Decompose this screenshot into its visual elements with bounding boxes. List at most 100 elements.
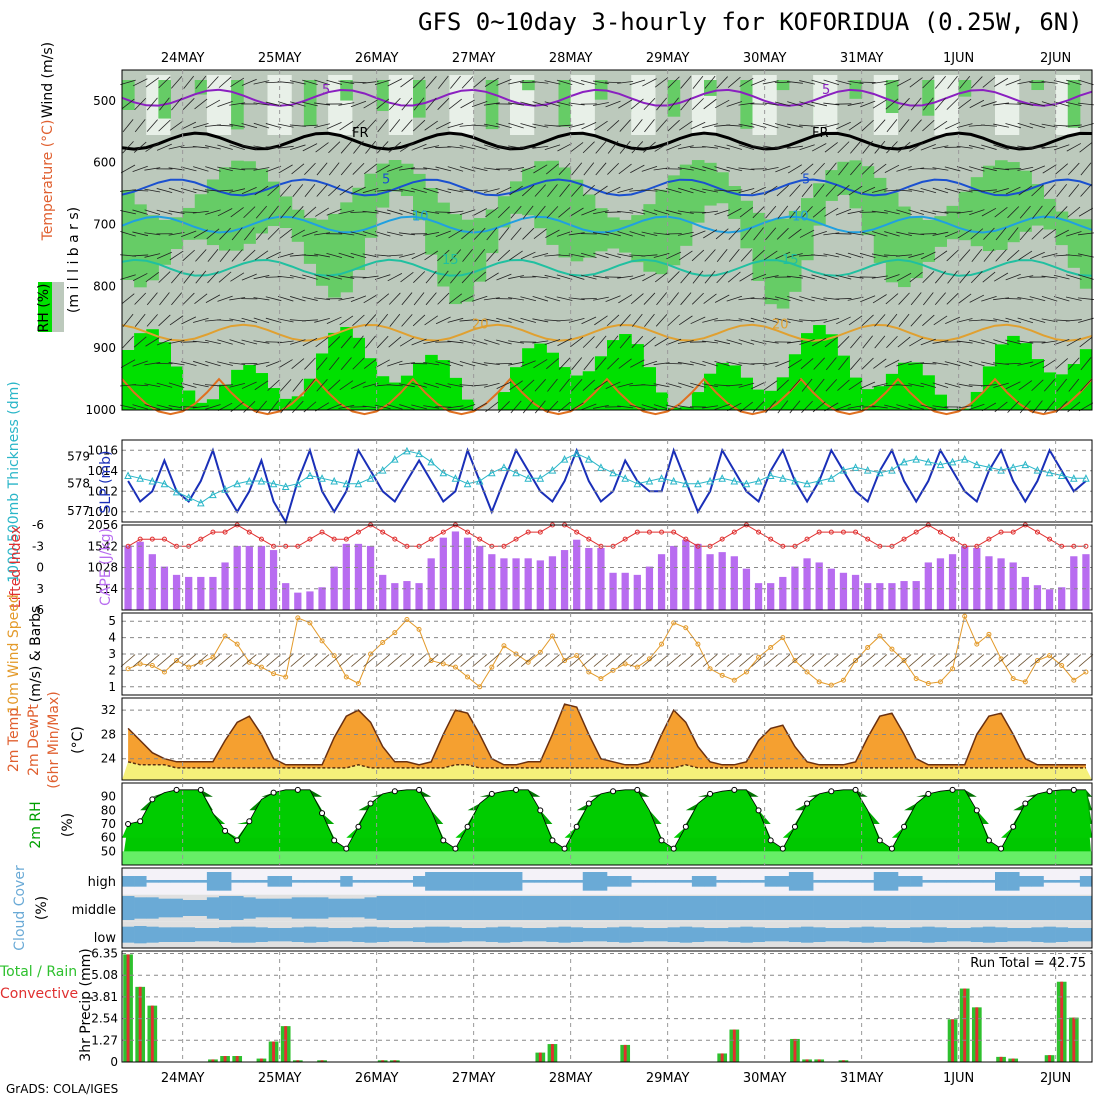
wind-barb bbox=[824, 207, 839, 217]
cloud-middle-bar bbox=[1067, 896, 1081, 920]
thickness-point bbox=[233, 479, 241, 488]
rh2m-point bbox=[658, 837, 665, 844]
rh-green-cell bbox=[1079, 349, 1093, 410]
cloud-low-bar bbox=[667, 927, 681, 942]
wind-barb bbox=[884, 164, 900, 174]
wind-barb bbox=[168, 145, 185, 150]
wind-barb bbox=[641, 254, 658, 257]
cloud-low-bar bbox=[546, 927, 559, 942]
wind10-point bbox=[465, 674, 471, 680]
cloud-middle-bar bbox=[813, 896, 826, 920]
cloud-high-bar bbox=[837, 880, 850, 883]
wind-barb bbox=[413, 97, 425, 111]
wind-barb bbox=[398, 232, 415, 236]
wind-barb bbox=[630, 98, 644, 110]
pressure-tick: 600 bbox=[93, 156, 116, 170]
wind-barb bbox=[799, 80, 815, 85]
wind-barb bbox=[459, 339, 476, 345]
wind-barb bbox=[765, 205, 777, 219]
cloud-middle-bar bbox=[437, 896, 450, 920]
wind-barb bbox=[789, 379, 801, 392]
wind-barb bbox=[423, 145, 440, 150]
wind-barb bbox=[254, 380, 269, 391]
wind-barb bbox=[156, 188, 173, 194]
cloud-high-bar bbox=[995, 872, 1008, 891]
precip-frame bbox=[121, 950, 1093, 1063]
precip-conv-bar bbox=[296, 1060, 300, 1062]
wind-barb bbox=[193, 166, 209, 172]
wind-barb bbox=[435, 316, 451, 325]
wind-barb bbox=[690, 187, 706, 194]
lifted-index-point bbox=[683, 536, 689, 542]
wind-barb bbox=[739, 272, 754, 282]
wind10-barb bbox=[727, 654, 742, 667]
isotherm-line bbox=[121, 258, 1093, 277]
wind-barb bbox=[726, 319, 743, 322]
wind-barb bbox=[352, 162, 365, 175]
cape-bar bbox=[1058, 587, 1066, 610]
wind-barb bbox=[786, 275, 803, 279]
wind-barb bbox=[568, 102, 585, 106]
wind-barb bbox=[920, 251, 936, 260]
wind-barb bbox=[1005, 362, 1022, 365]
wind-barb bbox=[799, 101, 815, 107]
rh2m-point bbox=[355, 823, 362, 830]
wind-barb bbox=[1017, 122, 1034, 129]
wind-barb bbox=[862, 335, 873, 349]
wind-barb bbox=[156, 251, 172, 260]
cloud-high-bar bbox=[558, 880, 571, 883]
cloud-middle-bar bbox=[922, 896, 935, 920]
wind-barb bbox=[692, 270, 704, 284]
cloud-low-bar bbox=[1031, 927, 1044, 942]
wind-barb bbox=[156, 382, 173, 388]
cape-bar bbox=[936, 558, 945, 610]
cloud-middle-bar bbox=[801, 896, 814, 920]
wind-barb bbox=[871, 80, 888, 84]
wind-barb bbox=[595, 162, 607, 176]
wind-barb bbox=[932, 145, 949, 150]
wind-barb bbox=[1017, 340, 1034, 344]
thickness-point bbox=[815, 476, 823, 485]
cloud-middle-bar bbox=[752, 896, 765, 920]
cape-bar bbox=[779, 576, 787, 610]
wind-barb bbox=[812, 206, 826, 218]
wind-barb bbox=[145, 337, 160, 347]
rh-mid-cell bbox=[764, 219, 778, 305]
wind-barb bbox=[171, 76, 183, 89]
wind-barb bbox=[825, 162, 837, 176]
wind-barb bbox=[144, 404, 161, 410]
wind-barb bbox=[777, 400, 789, 414]
cape-bar bbox=[512, 558, 520, 610]
wind-barb bbox=[983, 227, 995, 240]
cloud-high-bar bbox=[485, 872, 499, 891]
cape-bar bbox=[536, 560, 544, 610]
wind-barb bbox=[471, 144, 488, 150]
rh2m-point bbox=[1010, 823, 1017, 830]
wind-barb bbox=[425, 97, 437, 111]
wind-barb bbox=[520, 251, 536, 260]
wind-barb bbox=[508, 340, 525, 344]
cape-bar bbox=[839, 572, 848, 610]
cloud-low-bar bbox=[885, 928, 899, 942]
wind-barb bbox=[886, 313, 898, 327]
wind-barb bbox=[194, 98, 208, 110]
wind10-barb bbox=[593, 654, 609, 667]
wind-barb bbox=[289, 80, 306, 85]
wind-barb bbox=[933, 250, 948, 261]
cloud-low-bar bbox=[497, 926, 511, 943]
wind-barb bbox=[352, 357, 365, 370]
thickness-point bbox=[730, 476, 739, 485]
cloud-low-bar bbox=[1007, 928, 1020, 942]
cloud-high-bar bbox=[546, 880, 559, 883]
wind-barb bbox=[823, 232, 840, 236]
rh-green-cell bbox=[946, 408, 960, 410]
cloud-high-bar bbox=[716, 880, 729, 883]
wind-barb bbox=[496, 144, 512, 150]
rh-mid-cell bbox=[291, 209, 305, 242]
precip-conv-bar bbox=[1048, 1055, 1052, 1062]
cloud-high-bar bbox=[1019, 876, 1032, 887]
wind-barb bbox=[762, 317, 779, 324]
wind-barb bbox=[496, 339, 512, 345]
wind-barb bbox=[848, 120, 863, 131]
wind-barb bbox=[1005, 144, 1022, 150]
